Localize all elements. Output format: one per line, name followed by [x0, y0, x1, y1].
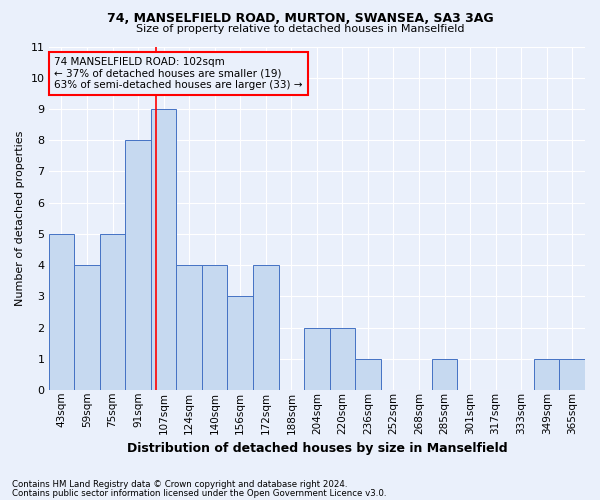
Bar	[329, 328, 355, 390]
Bar	[49, 234, 74, 390]
Bar	[355, 359, 381, 390]
Y-axis label: Number of detached properties: Number of detached properties	[15, 130, 25, 306]
Text: 74 MANSELFIELD ROAD: 102sqm
← 37% of detached houses are smaller (19)
63% of sem: 74 MANSELFIELD ROAD: 102sqm ← 37% of det…	[54, 57, 302, 90]
Bar	[559, 359, 585, 390]
Bar	[227, 296, 253, 390]
Bar	[74, 265, 100, 390]
Bar	[202, 265, 227, 390]
Text: Size of property relative to detached houses in Manselfield: Size of property relative to detached ho…	[136, 24, 464, 34]
Bar	[304, 328, 329, 390]
Bar	[176, 265, 202, 390]
Bar	[151, 109, 176, 390]
Bar	[100, 234, 125, 390]
Text: Contains HM Land Registry data © Crown copyright and database right 2024.: Contains HM Land Registry data © Crown c…	[12, 480, 347, 489]
Bar	[253, 265, 278, 390]
Bar	[125, 140, 151, 390]
Bar	[432, 359, 457, 390]
Text: 74, MANSELFIELD ROAD, MURTON, SWANSEA, SA3 3AG: 74, MANSELFIELD ROAD, MURTON, SWANSEA, S…	[107, 12, 493, 26]
Bar	[534, 359, 559, 390]
X-axis label: Distribution of detached houses by size in Manselfield: Distribution of detached houses by size …	[127, 442, 507, 455]
Text: Contains public sector information licensed under the Open Government Licence v3: Contains public sector information licen…	[12, 489, 386, 498]
